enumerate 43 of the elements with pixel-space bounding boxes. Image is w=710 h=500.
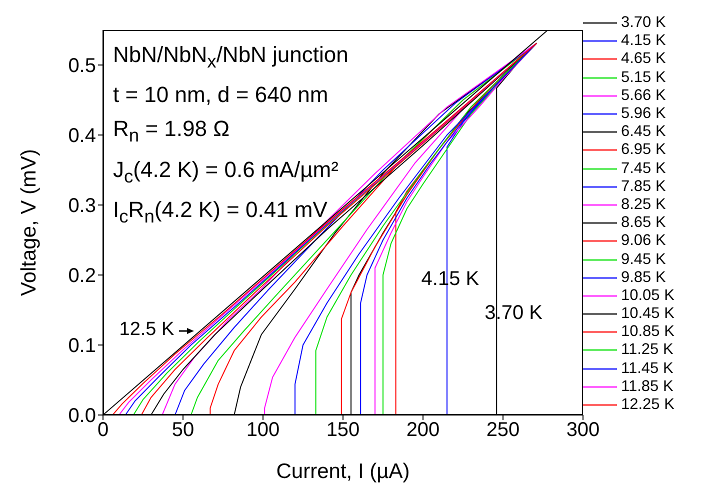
legend-label: 11.25 K bbox=[621, 341, 674, 360]
y-tick-label: 0.5 bbox=[68, 55, 96, 78]
y-axis-title: Voltage, V (mV) bbox=[17, 148, 40, 296]
legend-label: 4.65 K bbox=[621, 50, 666, 68]
x-axis-title: Current, I (µA) bbox=[276, 460, 410, 483]
legend-label: 9.45 K bbox=[621, 250, 666, 269]
annotation: J$_{c}$(4.2 K) = 0.6 mA/µm² bbox=[113, 156, 340, 188]
x-tick-label: 100 bbox=[246, 419, 280, 442]
annotation: I$_{c}$R$_{n}$(4.2 K) = 0.41 mV bbox=[113, 196, 328, 229]
legend-label: 9.06 K bbox=[621, 232, 666, 250]
legend-label: 8.25 K bbox=[621, 196, 666, 214]
legend-label: 7.45 K bbox=[621, 160, 666, 178]
legend-label: 11.85 K bbox=[621, 378, 674, 396]
y-tick-label: 0.0 bbox=[68, 405, 96, 428]
annotation: R$_{n}$ = 1.98 Ω bbox=[113, 115, 231, 148]
legend-label: 11.45 K bbox=[621, 360, 674, 378]
x-tick-label: 50 bbox=[172, 419, 194, 442]
legend-label: 3.70 K bbox=[621, 14, 666, 32]
x-tick-label: 150 bbox=[326, 419, 360, 442]
legend-label: 9.85 K bbox=[621, 268, 666, 287]
y-tick-label: 0.2 bbox=[68, 265, 96, 288]
x-tick-label: 250 bbox=[486, 419, 520, 442]
legend-label: 5.15 K bbox=[621, 68, 666, 87]
legend-label: 8.65 K bbox=[621, 214, 666, 232]
y-tick-label: 0.1 bbox=[68, 335, 96, 358]
y-tick-label: 0.3 bbox=[68, 195, 96, 218]
annotation: 12.5 K bbox=[118, 319, 174, 341]
legend-label: 12.25 K bbox=[621, 396, 674, 414]
legend-label: 7.85 K bbox=[621, 178, 666, 196]
annotation: NbN/NbN$_{x}$/NbN junction bbox=[113, 41, 348, 74]
legend-label: 5.96 K bbox=[621, 105, 666, 124]
legend-label: 5.66 K bbox=[621, 86, 666, 105]
legend-label: 10.05 K bbox=[621, 286, 674, 305]
x-tick-label: 0 bbox=[97, 419, 109, 442]
y-tick-label: 0.4 bbox=[68, 125, 96, 148]
legend-label: 10.45 K bbox=[621, 305, 674, 324]
legend-label: 6.45 K bbox=[621, 123, 666, 142]
x-tick-label: 300 bbox=[566, 419, 600, 442]
legend-label: 10.85 K bbox=[621, 323, 674, 342]
x-tick-label: 200 bbox=[406, 419, 440, 442]
annotation: t = 10 nm, d = 640 nm bbox=[113, 81, 330, 110]
legend-label: 4.15 K bbox=[621, 32, 666, 50]
legend-label: 6.95 K bbox=[621, 141, 666, 160]
